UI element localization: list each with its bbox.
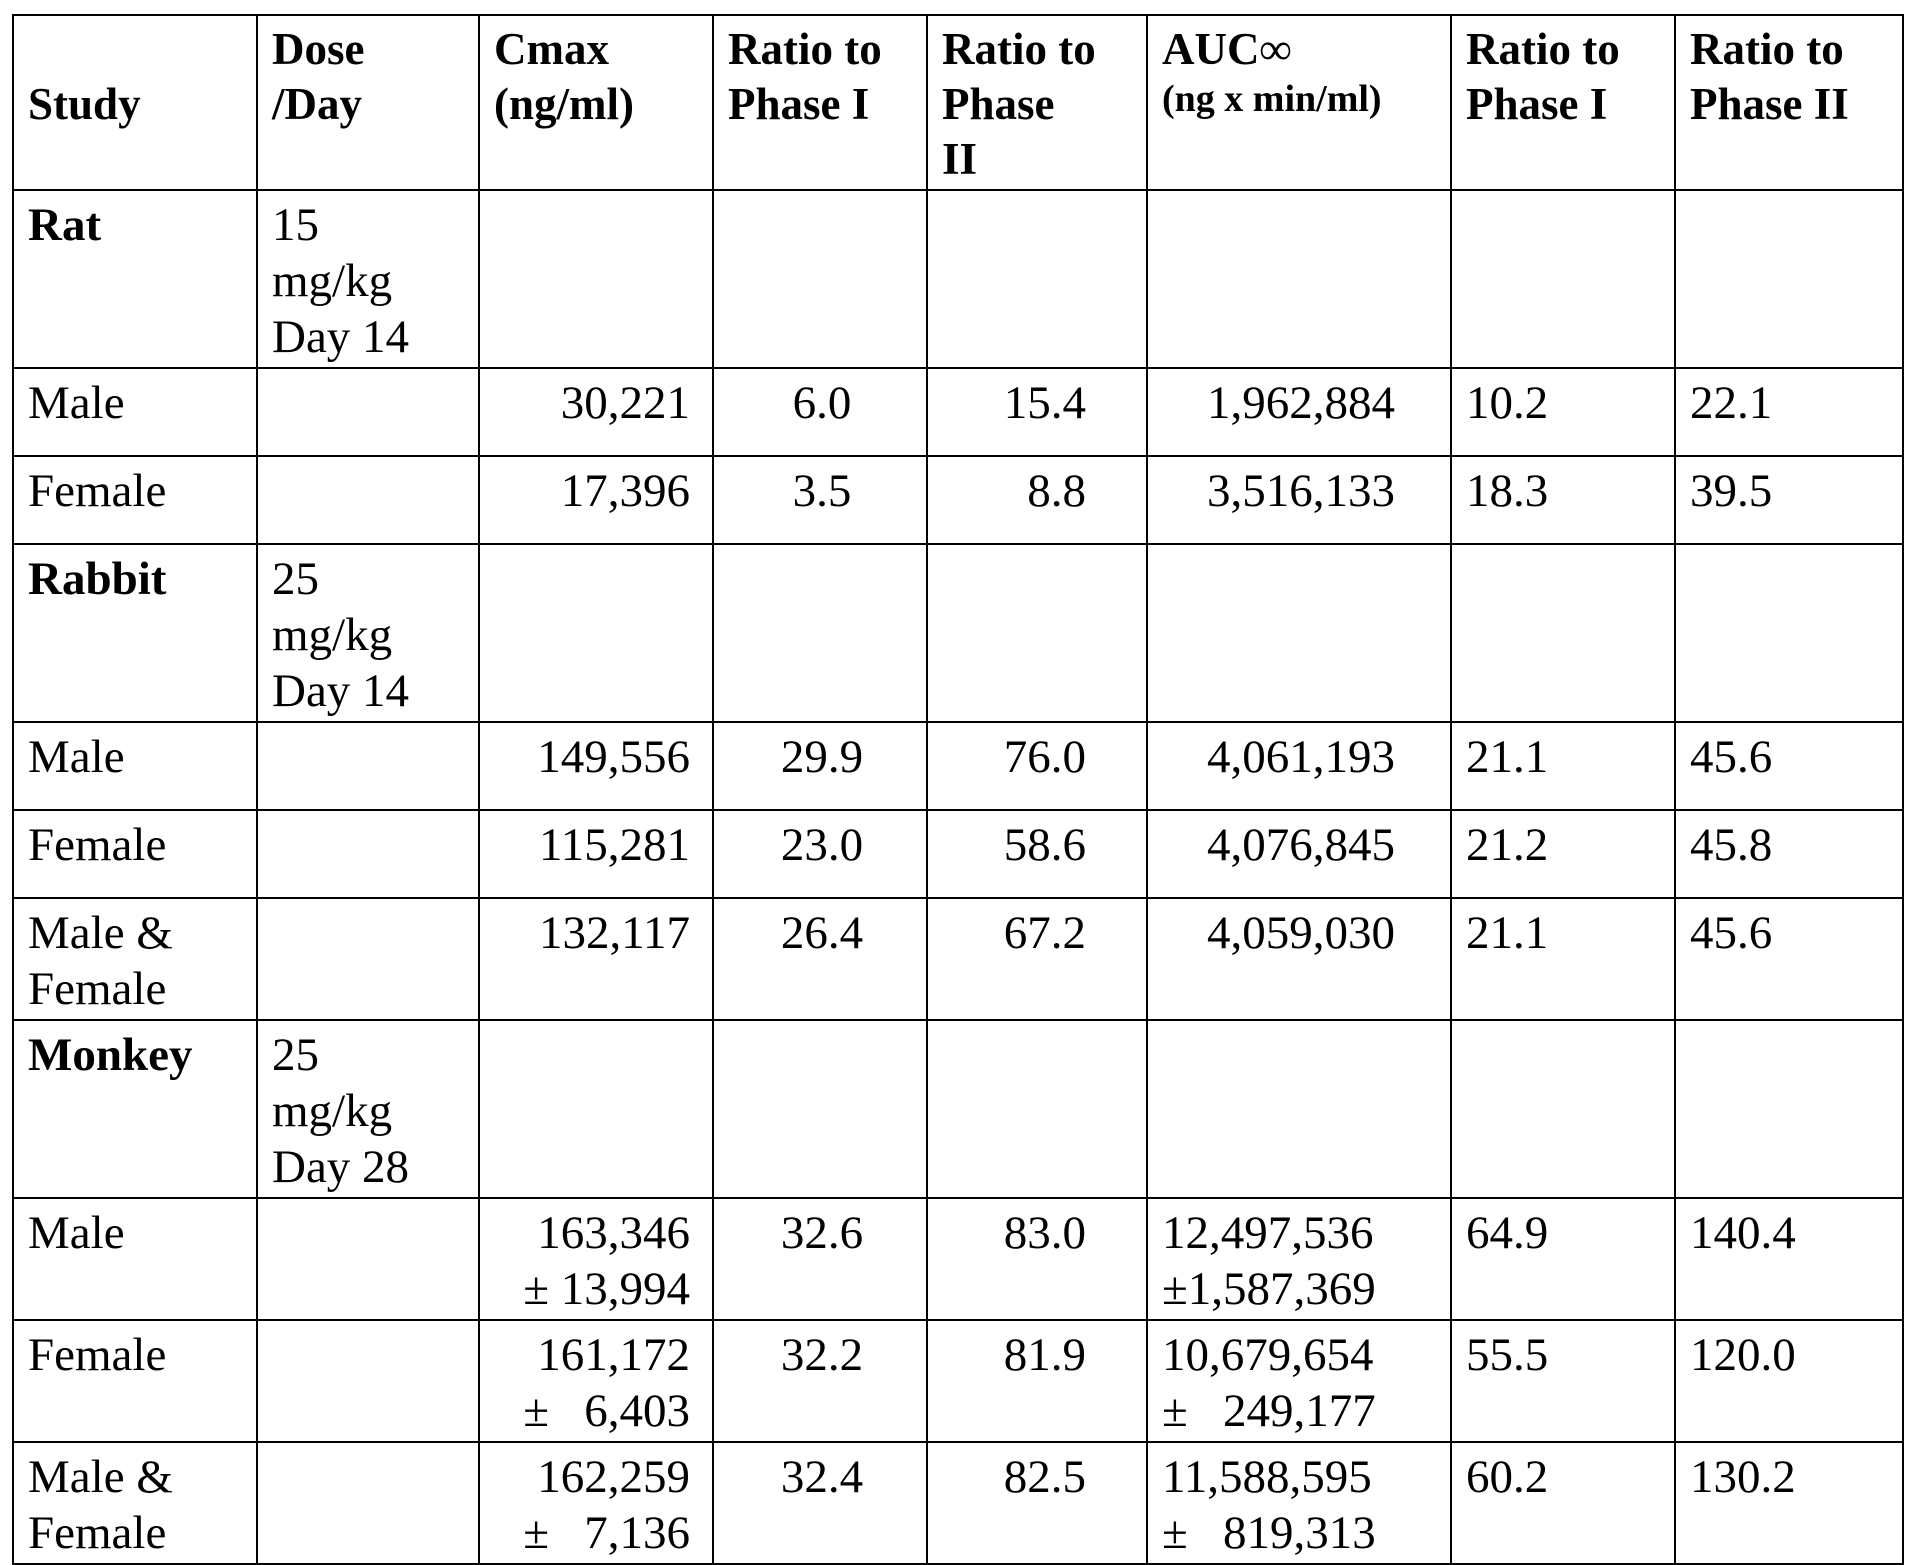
group-row-rabbit: Rabbit 25 mg/kg Day 14 [12,543,1904,723]
cmax-cell: 30,221 [478,367,714,457]
cmax-cell: 115,281 [478,809,714,899]
ratio-auc-phase-2-cell: 140.4 [1674,1197,1904,1321]
ratio-cmax-phase-1-cell: 32.2 [712,1319,928,1443]
header-auc: AUC∞ (ng x min/ml) [1146,14,1452,191]
auc-cell: 4,059,030 [1146,897,1452,1021]
species-label: Rabbit [12,543,258,723]
row-label: Female [12,809,258,899]
ratio-cmax-phase-2-cell: 15.4 [926,367,1148,457]
ratio-auc-phase-2-cell: 130.2 [1674,1441,1904,1565]
cmax-cell: 161,172 ± 6,403 [478,1319,714,1443]
header-cmax: Cmax (ng/ml) [478,14,714,191]
table-row: Male 163,346 ± 13,994 32.6 83.0 12,497,5… [12,1197,1904,1321]
ratio-auc-phase-1-cell: 21.1 [1450,897,1676,1021]
ratio-auc-phase-2-cell: 45.8 [1674,809,1904,899]
row-label: Female [12,1319,258,1443]
ratio-cmax-phase-1-cell: 3.5 [712,455,928,545]
header-auc-unit: (ng x min/ml) [1162,78,1382,120]
cmax-cell: 132,117 [478,897,714,1021]
table-row: Female 161,172 ± 6,403 32.2 81.9 10,679,… [12,1319,1904,1443]
auc-cell: 4,061,193 [1146,721,1452,811]
auc-cell: 10,679,654 ± 249,177 [1146,1319,1452,1443]
auc-cell: 12,497,536 ±1,587,369 [1146,1197,1452,1321]
ratio-auc-phase-1-cell: 18.3 [1450,455,1676,545]
species-label: Rat [12,189,258,369]
header-row: Study Dose /Day Cmax (ng/ml) Ratio to Ph… [12,14,1904,191]
cmax-cell: 163,346 ± 13,994 [478,1197,714,1321]
ratio-cmax-phase-1-cell: 32.6 [712,1197,928,1321]
table-row: Female 115,281 23.0 58.6 4,076,845 21.2 … [12,809,1904,899]
table-row: Male & Female 132,117 26.4 67.2 4,059,03… [12,897,1904,1021]
header-auc-ratio-phase-1: Ratio to Phase I [1450,14,1676,191]
dose-cell: 15 mg/kg Day 14 [256,189,480,369]
ratio-cmax-phase-2-cell: 8.8 [926,455,1148,545]
auc-cell: 11,588,595 ± 819,313 [1146,1441,1452,1565]
ratio-cmax-phase-2-cell: 81.9 [926,1319,1148,1443]
ratio-auc-phase-2-cell: 39.5 [1674,455,1904,545]
table-row: Male 30,221 6.0 15.4 1,962,884 10.2 22.1 [12,367,1904,457]
pk-table-sheet: Study Dose /Day Cmax (ng/ml) Ratio to Ph… [12,14,1904,1565]
ratio-cmax-phase-2-cell: 58.6 [926,809,1148,899]
ratio-auc-phase-2-cell: 22.1 [1674,367,1904,457]
row-label: Male & Female [12,1441,258,1565]
ratio-auc-phase-2-cell: 45.6 [1674,721,1904,811]
header-study: Study [12,14,258,191]
header-cmax-ratio-phase-2: Ratio to Phase II [926,14,1148,191]
ratio-auc-phase-1-cell: 21.2 [1450,809,1676,899]
ratio-cmax-phase-2-cell: 67.2 [926,897,1148,1021]
row-label: Male [12,367,258,457]
group-row-monkey: Monkey 25 mg/kg Day 28 [12,1019,1904,1199]
header-auc-ratio-phase-2: Ratio to Phase II [1674,14,1904,191]
cmax-cell: 162,259 ± 7,136 [478,1441,714,1565]
ratio-cmax-phase-2-cell: 82.5 [926,1441,1148,1565]
table-row: Female 17,396 3.5 8.8 3,516,133 18.3 39.… [12,455,1904,545]
ratio-auc-phase-1-cell: 55.5 [1450,1319,1676,1443]
ratio-auc-phase-2-cell: 45.6 [1674,897,1904,1021]
ratio-cmax-phase-1-cell: 6.0 [712,367,928,457]
pharmacokinetics-table: Study Dose /Day Cmax (ng/ml) Ratio to Ph… [12,14,1904,1565]
ratio-cmax-phase-1-cell: 29.9 [712,721,928,811]
row-label: Male [12,721,258,811]
species-label: Monkey [12,1019,258,1199]
row-label: Male [12,1197,258,1321]
header-dose: Dose /Day [256,14,480,191]
ratio-auc-phase-1-cell: 10.2 [1450,367,1676,457]
row-label: Female [12,455,258,545]
ratio-auc-phase-1-cell: 21.1 [1450,721,1676,811]
ratio-cmax-phase-1-cell: 26.4 [712,897,928,1021]
auc-cell: 4,076,845 [1146,809,1452,899]
ratio-cmax-phase-2-cell: 83.0 [926,1197,1148,1321]
ratio-auc-phase-1-cell: 64.9 [1450,1197,1676,1321]
header-auc-label: AUC∞ [1162,24,1292,74]
header-cmax-ratio-phase-1: Ratio to Phase I [712,14,928,191]
auc-cell: 3,516,133 [1146,455,1452,545]
ratio-cmax-phase-1-cell: 32.4 [712,1441,928,1565]
auc-cell: 1,962,884 [1146,367,1452,457]
table-row: Male & Female 162,259 ± 7,136 32.4 82.5 … [12,1441,1904,1565]
ratio-auc-phase-2-cell: 120.0 [1674,1319,1904,1443]
group-row-rat: Rat 15 mg/kg Day 14 [12,189,1904,369]
dose-cell: 25 mg/kg Day 28 [256,1019,480,1199]
cmax-cell: 17,396 [478,455,714,545]
ratio-cmax-phase-1-cell: 23.0 [712,809,928,899]
table-row: Male 149,556 29.9 76.0 4,061,193 21.1 45… [12,721,1904,811]
row-label: Male & Female [12,897,258,1021]
ratio-cmax-phase-2-cell: 76.0 [926,721,1148,811]
dose-cell: 25 mg/kg Day 14 [256,543,480,723]
cmax-cell: 149,556 [478,721,714,811]
ratio-auc-phase-1-cell: 60.2 [1450,1441,1676,1565]
